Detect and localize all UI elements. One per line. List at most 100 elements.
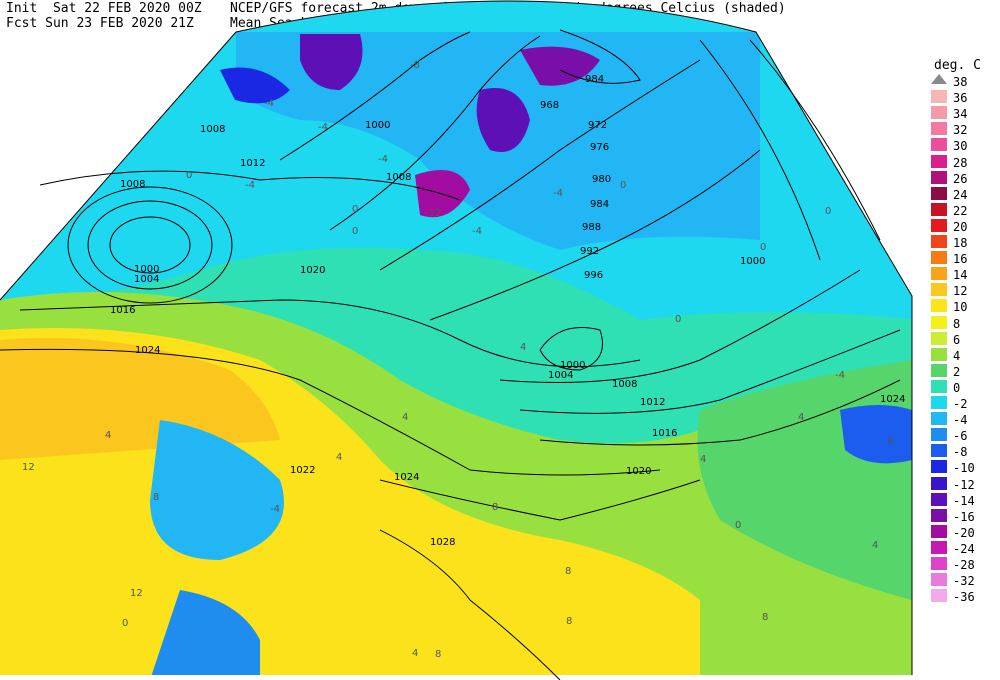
legend-label: -20 xyxy=(953,525,975,540)
isobar xyxy=(539,379,901,446)
zone-lapland-cold xyxy=(476,88,530,152)
isobar-label: 972 xyxy=(588,120,607,131)
dewpoint-label: 4 xyxy=(520,342,526,353)
zone-nafrica xyxy=(150,590,260,675)
dewpoint-label: 0 xyxy=(760,242,766,253)
dewpoint-label: -4 xyxy=(553,188,563,199)
dewpoint-label: -4 xyxy=(245,180,255,191)
isobar-label: 1022 xyxy=(290,465,315,476)
map-frame xyxy=(0,0,913,675)
isobar-label: 1008 xyxy=(120,179,145,190)
isobar xyxy=(0,348,661,476)
legend-label: 10 xyxy=(953,300,968,315)
isobar-label: 1012 xyxy=(240,158,265,169)
legend-label: -6 xyxy=(953,429,968,444)
legend-label: -4 xyxy=(953,413,968,428)
legend-label: -12 xyxy=(953,477,975,492)
legend-label: 22 xyxy=(953,203,968,218)
legend-label: 8 xyxy=(953,316,961,331)
isobar xyxy=(499,269,861,383)
zone-iceland-cold xyxy=(220,67,290,104)
isobar-label: 968 xyxy=(540,100,559,111)
isobar-label: 984 xyxy=(585,74,604,85)
isobar-label: 1016 xyxy=(110,305,135,316)
legend-label: 18 xyxy=(953,236,968,250)
dewpoint-label: 0 xyxy=(735,520,741,531)
isobar-label-group: 984 968 972 976 980 984 988 992 996 1000… xyxy=(110,74,905,548)
isobar xyxy=(379,479,701,521)
legend-label: 2 xyxy=(953,364,961,379)
isobar xyxy=(519,329,901,414)
legend-swatch xyxy=(931,106,947,120)
isobar-label: 1004 xyxy=(134,274,159,285)
isobar-label: 976 xyxy=(590,142,609,153)
dewpoint-label: 4 xyxy=(105,430,111,441)
legend-label: 36 xyxy=(953,91,968,106)
isobar xyxy=(329,35,541,231)
dewpoint-label: -8 xyxy=(884,436,894,447)
legend-swatch xyxy=(931,122,947,136)
isobar-lines xyxy=(0,29,901,680)
isobar xyxy=(539,327,603,371)
legend-swatch xyxy=(931,412,947,426)
dewpoint-label: 0 xyxy=(186,170,192,181)
legend-swatch xyxy=(931,154,947,168)
isobar-label: 1020 xyxy=(626,466,651,477)
dewpoint-label: 0 xyxy=(620,180,626,191)
legend-swatch xyxy=(931,283,947,297)
dewpoint-label: 0 xyxy=(352,204,358,215)
dewpoint-label: 4 xyxy=(798,412,804,423)
isobar xyxy=(379,59,701,271)
isobar xyxy=(699,39,821,261)
zone-atlantic xyxy=(0,338,280,460)
legend-swatch xyxy=(931,251,947,265)
isobar-label: 1008 xyxy=(612,379,637,390)
dewpoint-label: 4 xyxy=(412,648,418,659)
legend-label: 6 xyxy=(953,332,961,347)
isobar-label: 1004 xyxy=(548,370,573,381)
legend-label: -16 xyxy=(953,509,975,524)
dewpoint-label: 4 xyxy=(402,412,408,423)
dewpoint-label: 8 xyxy=(435,649,441,660)
legend-swatch xyxy=(931,476,947,490)
fcst-text: Fcst Sun 23 FEB 2020 21Z xyxy=(6,16,194,31)
isobar-label: 1028 xyxy=(430,537,455,548)
dewpoint-label: 12 xyxy=(22,462,35,473)
isobar-label: 1000 xyxy=(740,256,765,267)
legend-swatch xyxy=(931,170,947,184)
dewpoint-label: 8 xyxy=(565,566,571,577)
isobar xyxy=(67,186,233,304)
legend-swatch xyxy=(931,557,947,570)
legend-label: 24 xyxy=(953,187,968,202)
legend-swatch xyxy=(931,396,947,409)
isobar-label: 980 xyxy=(592,174,611,185)
legend-swatch xyxy=(931,492,947,506)
dewpoint-label: -4 xyxy=(378,154,388,165)
legend-swatch xyxy=(931,202,947,216)
legend-label: -10 xyxy=(953,461,975,476)
legend-label: 0 xyxy=(953,380,961,395)
legend-label: 34 xyxy=(953,107,968,122)
isobar-label: 1024 xyxy=(394,472,419,483)
dewpoint-label: -4 xyxy=(264,98,274,109)
fcst-line: Fcst Sun 23 FEB 2020 21Z xyxy=(6,16,194,31)
isobar-label: 992 xyxy=(580,246,599,257)
legend-swatch xyxy=(931,508,947,522)
legend-swatch xyxy=(931,524,947,538)
zone-iberia xyxy=(150,420,284,560)
legend-label: 12 xyxy=(953,284,968,299)
legend-swatch xyxy=(931,589,947,603)
dewpoint-label: 4 xyxy=(700,454,706,465)
dewpoint-label: -12 xyxy=(425,208,441,219)
legend-swatch xyxy=(931,331,947,345)
dewpoint-label: 0 xyxy=(352,226,358,237)
isobar xyxy=(39,170,461,201)
isobar xyxy=(559,29,641,84)
isobar xyxy=(87,200,213,290)
legend-swatch xyxy=(931,315,947,329)
legend-swatch xyxy=(931,573,947,587)
dewpoint-label: 12 xyxy=(130,588,143,599)
isobar-label: 1008 xyxy=(200,124,225,135)
legend-label: 38 xyxy=(953,75,968,89)
